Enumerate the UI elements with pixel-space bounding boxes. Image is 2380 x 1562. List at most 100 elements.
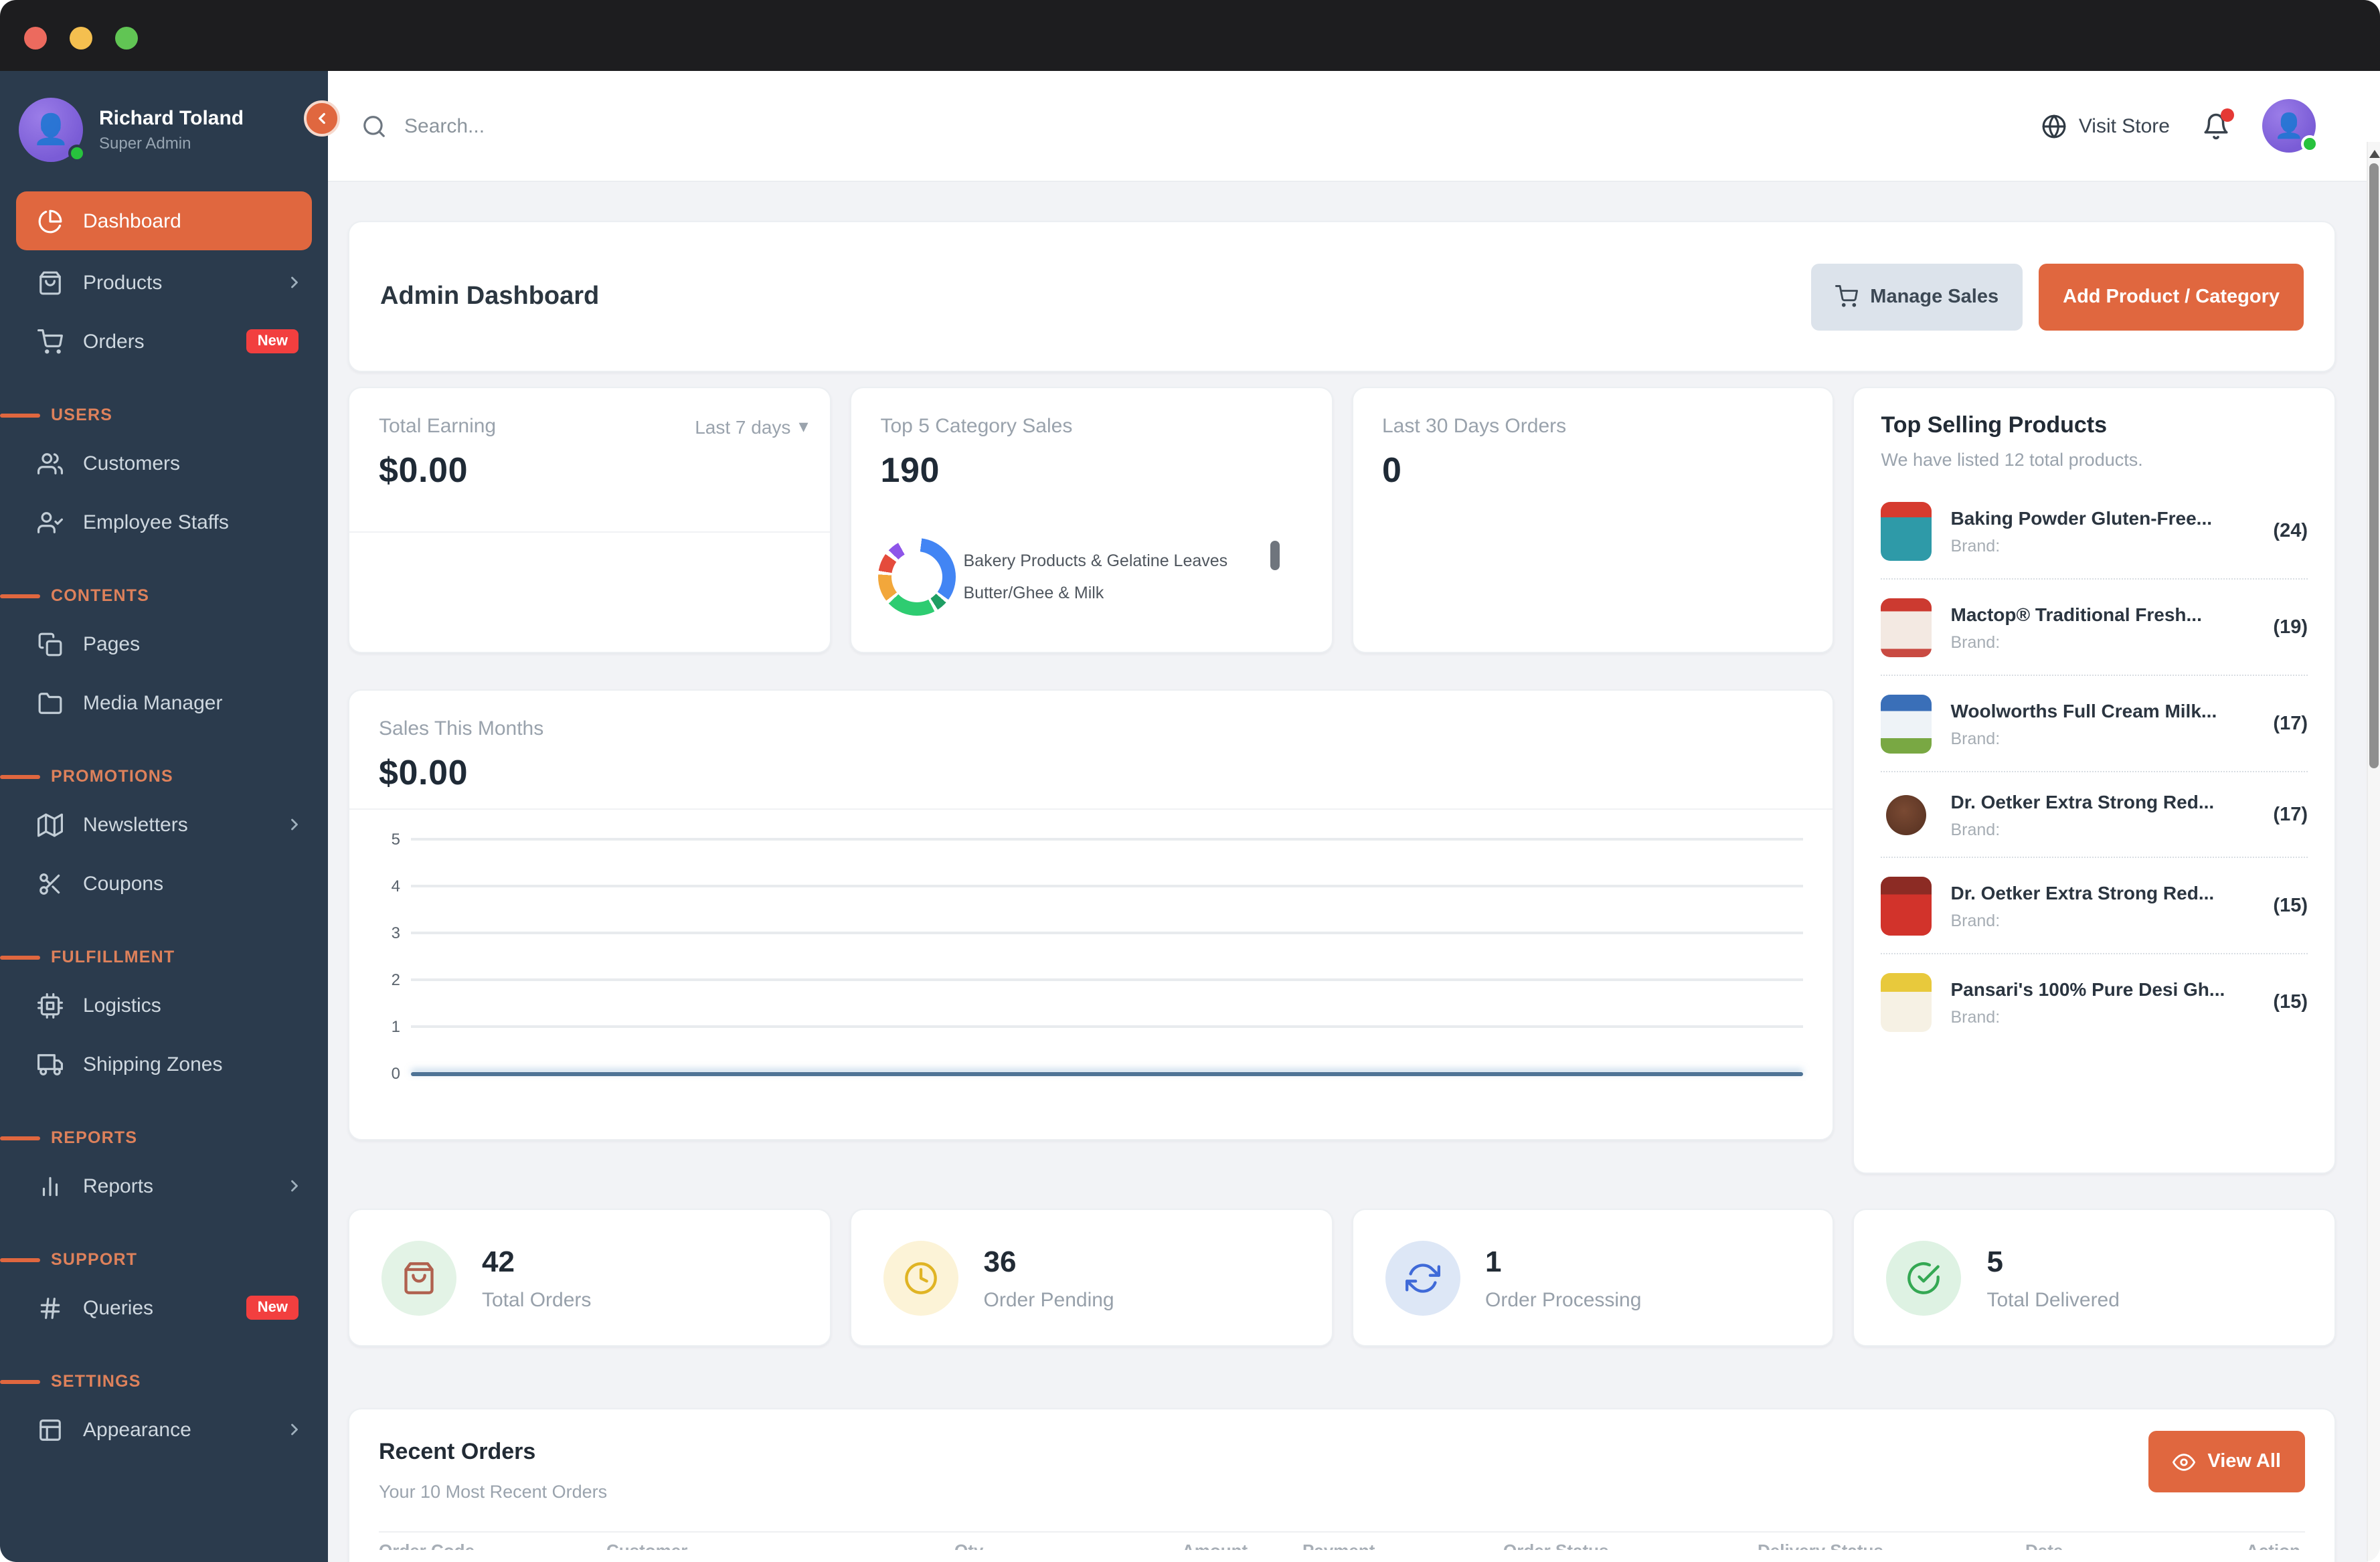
- total-delivered-stat-card: 5 Total Delivered: [1853, 1209, 2336, 1347]
- sales-month-value: $0.00: [379, 752, 469, 792]
- add-product-category-button[interactable]: Add Product / Category: [2039, 263, 2304, 330]
- section-dash: [0, 1136, 40, 1140]
- table-column-header: Order Code: [379, 1541, 475, 1550]
- y-tick: 3: [391, 924, 400, 942]
- section-dash: [0, 774, 40, 778]
- manage-sales-button[interactable]: Manage Sales: [1811, 263, 2023, 330]
- scroll-up-arrow-icon[interactable]: [2369, 150, 2380, 158]
- product-thumbnail: [1881, 695, 1932, 754]
- sidebar-item-orders[interactable]: Orders New: [0, 312, 328, 371]
- sidebar-section-users: USERS: [0, 404, 328, 426]
- visit-store-link[interactable]: Visit Store: [2041, 113, 2170, 139]
- sidebar-item-dashboard[interactable]: Dashboard: [16, 191, 312, 250]
- stat-value: 36: [983, 1244, 1017, 1278]
- top-selling-product-row[interactable]: Dr. Oetker Extra Strong Red... Brand: (1…: [1881, 858, 2308, 954]
- table-column-header: Action: [2246, 1541, 2300, 1550]
- sidebar-item-queries[interactable]: Queries New: [0, 1278, 328, 1337]
- sidebar-section-reports: REPORTS: [0, 1127, 328, 1148]
- refresh-icon: [1385, 1240, 1460, 1315]
- sidebar-item-customers[interactable]: Customers: [0, 434, 328, 493]
- top-selling-product-row[interactable]: Woolworths Full Cream Milk... Brand: (17…: [1881, 676, 2308, 772]
- notifications-button[interactable]: [2202, 108, 2234, 140]
- sidebar-item-shipping-zones[interactable]: Shipping Zones: [0, 1035, 328, 1094]
- sidebar-item-label: Employee Staffs: [83, 511, 229, 533]
- close-window-button[interactable]: [24, 27, 47, 50]
- gridline: [411, 1025, 1804, 1028]
- view-all-button[interactable]: View All: [2148, 1431, 2305, 1492]
- sidebar-section-fulfillment: FULFILLMENT: [0, 946, 328, 968]
- stat-label: Order Processing: [1485, 1288, 1642, 1311]
- scrollbar-thumb[interactable]: [2369, 163, 2379, 768]
- y-tick: 1: [391, 1017, 400, 1036]
- card-label: Sales This Months: [379, 717, 544, 740]
- sidebar-item-label: Shipping Zones: [83, 1053, 223, 1075]
- section-dash: [0, 413, 40, 417]
- search-icon: [361, 113, 387, 139]
- globe-icon: [2041, 113, 2067, 139]
- donut-legend: Bakery Products & Gelatine Leaves Butter…: [964, 545, 1265, 609]
- total-earning-card: Total Earning Last 7 days ▾ $0.00: [348, 387, 831, 653]
- table-column-header: Customer: [606, 1541, 687, 1550]
- top-selling-product-row[interactable]: Mactop® Traditional Fresh... Brand: (19): [1881, 580, 2308, 676]
- chevron-right-icon: [285, 1177, 304, 1195]
- top-selling-product-row[interactable]: Dr. Oetker Extra Strong Red... Brand: (1…: [1881, 772, 2308, 858]
- product-sales-count: (15): [2273, 992, 2308, 1013]
- top-selling-product-row[interactable]: Baking Powder Gluten-Free... Brand: (24): [1881, 483, 2308, 580]
- section-dash: [0, 1379, 40, 1383]
- truck-icon: [37, 1051, 63, 1077]
- user-profile[interactable]: Richard Toland Super Admin: [0, 71, 328, 183]
- profile-menu-button[interactable]: [2262, 99, 2318, 153]
- section-dash: [0, 955, 40, 959]
- sidebar-item-appearance[interactable]: Appearance: [0, 1400, 328, 1459]
- range-dropdown[interactable]: Last 7 days ▾: [695, 415, 809, 437]
- page-header-card: Admin Dashboard Manage Sales Add Product…: [348, 221, 2336, 372]
- sidebar: Richard Toland Super Admin Dashboard Pro…: [0, 71, 328, 1562]
- top5-value: 190: [880, 450, 940, 490]
- zoom-window-button[interactable]: [115, 27, 138, 50]
- shopping-bag-icon: [37, 270, 63, 295]
- new-badge: New: [246, 329, 299, 353]
- gridline: [411, 885, 1804, 887]
- check-circle-icon: [1886, 1240, 1962, 1315]
- top-selling-product-row[interactable]: Pansari's 100% Pure Desi Gh... Brand: (1…: [1881, 954, 2308, 1049]
- sidebar-item-products[interactable]: Products: [0, 253, 328, 312]
- section-dash: [0, 1257, 40, 1262]
- orders-table-header-partial: Order Code Customer Qty Amount Payment O…: [379, 1531, 2305, 1550]
- chevron-right-icon: [285, 815, 304, 834]
- gridline: [411, 838, 1804, 841]
- table-column-header: Order Status: [1503, 1541, 1609, 1550]
- sidebar-item-label: Logistics: [83, 994, 161, 1017]
- product-thumbnail: [1881, 598, 1932, 657]
- sidebar-item-coupons[interactable]: Coupons: [0, 854, 328, 913]
- table-column-header: Payment: [1302, 1541, 1375, 1550]
- sidebar-collapse-button[interactable]: [304, 100, 340, 137]
- y-tick: 2: [391, 970, 400, 989]
- sidebar-item-label: Dashboard: [83, 209, 181, 232]
- sidebar-item-label: Queries: [83, 1296, 154, 1319]
- page-scrollbar[interactable]: [2367, 142, 2380, 1562]
- card-label: Total Earning: [379, 415, 497, 438]
- sidebar-item-pages[interactable]: Pages: [0, 614, 328, 673]
- search-input[interactable]: [404, 114, 940, 137]
- sidebar-item-newsletters[interactable]: Newsletters: [0, 795, 328, 854]
- sales-series-line: [411, 1071, 1804, 1075]
- sidebar-item-media-manager[interactable]: Media Manager: [0, 673, 328, 732]
- legend-scrollbar[interactable]: [1270, 541, 1280, 570]
- minimize-window-button[interactable]: [70, 27, 92, 50]
- table-column-header: Amount: [1182, 1541, 1248, 1550]
- top5-category-sales-card: Top 5 Category Sales 190 Bakery Products…: [849, 387, 1333, 653]
- order-pending-stat-card: 36 Order Pending: [849, 1209, 1333, 1347]
- y-tick: 4: [391, 877, 400, 895]
- sidebar-item-label: Customers: [83, 452, 181, 474]
- search-box[interactable]: [361, 113, 2041, 139]
- sidebar-item-reports[interactable]: Reports: [0, 1156, 328, 1215]
- recent-orders-title: Recent Orders: [379, 1439, 536, 1464]
- bar-chart-icon: [37, 1173, 63, 1199]
- table-column-header: Date: [2025, 1541, 2063, 1550]
- sidebar-item-label: Pages: [83, 632, 141, 655]
- online-status-dot: [2301, 135, 2318, 153]
- sidebar-item-label: Coupons: [83, 872, 164, 895]
- sidebar-item-employee-staffs[interactable]: Employee Staffs: [0, 493, 328, 551]
- sidebar-item-logistics[interactable]: Logistics: [0, 976, 328, 1035]
